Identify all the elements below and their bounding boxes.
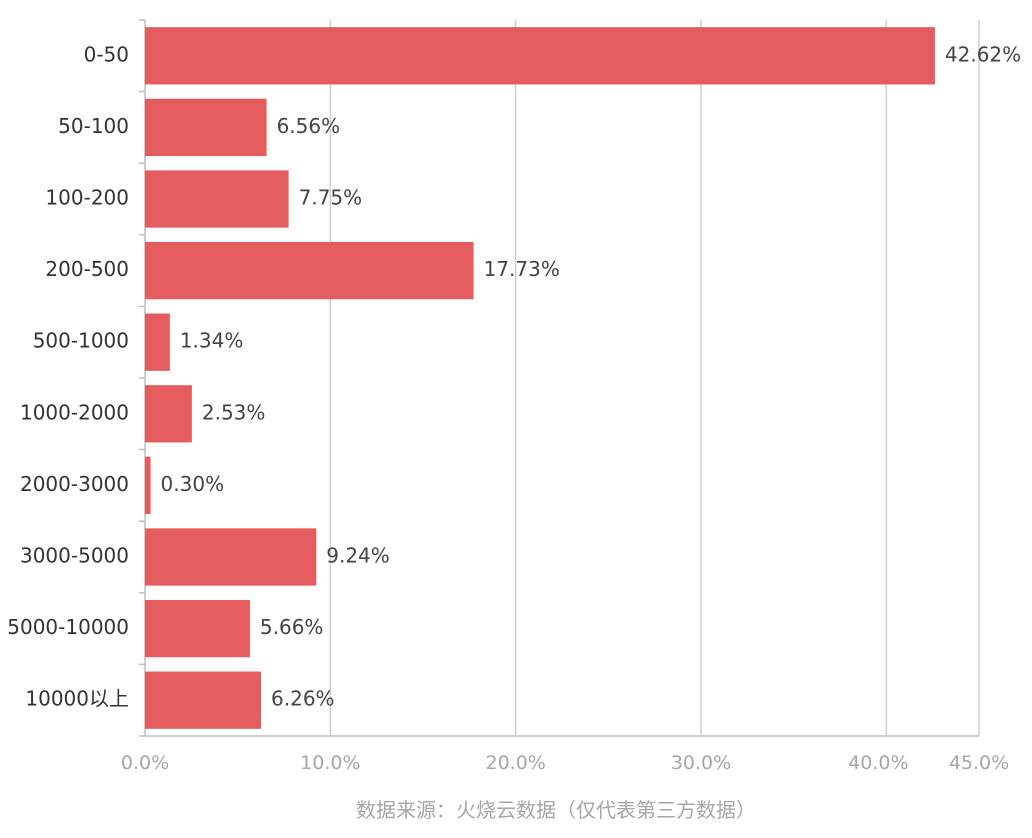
x-tick-label: 40.0%: [848, 752, 908, 774]
category-label: 200-500: [45, 257, 129, 281]
category-label: 0-50: [84, 42, 129, 66]
bar: [145, 385, 192, 443]
bar: [145, 671, 262, 729]
x-tick-label: 20.0%: [485, 752, 545, 774]
value-label: 5.66%: [260, 615, 324, 639]
value-label: 9.24%: [326, 544, 390, 568]
category-label: 10000以上: [25, 687, 129, 711]
category-label: 100-200: [45, 186, 129, 210]
value-label: 6.56%: [277, 114, 341, 138]
category-label: 50-100: [58, 114, 129, 138]
x-tick-label: 0.0%: [121, 752, 169, 774]
bar: [145, 528, 317, 586]
bar: [145, 170, 289, 228]
x-tick-label: 30.0%: [671, 752, 731, 774]
category-label: 3000-5000: [20, 544, 129, 568]
value-label: 17.73%: [484, 257, 560, 281]
category-label: 1000-2000: [20, 400, 129, 424]
x-tick-label: 10.0%: [300, 752, 360, 774]
bar: [145, 599, 250, 658]
value-label: 6.26%: [271, 687, 335, 711]
value-label: 0.30%: [161, 472, 225, 496]
value-label: 7.75%: [299, 186, 363, 210]
bar: [145, 313, 170, 371]
category-label: 2000-3000: [20, 472, 129, 496]
category-label: 5000-10000: [7, 615, 129, 639]
value-label: 42.62%: [945, 42, 1021, 66]
source-note: 数据来源：火烧云数据（仅代表第三方数据）: [356, 798, 756, 822]
bar: [145, 27, 935, 85]
bar: [145, 98, 267, 157]
bar: [145, 456, 151, 515]
value-label: 1.34%: [180, 329, 244, 353]
x-tick-label: 45.0%: [949, 752, 1009, 774]
bar: [145, 241, 474, 300]
category-label: 500-1000: [33, 329, 129, 353]
value-label: 2.53%: [202, 400, 266, 424]
